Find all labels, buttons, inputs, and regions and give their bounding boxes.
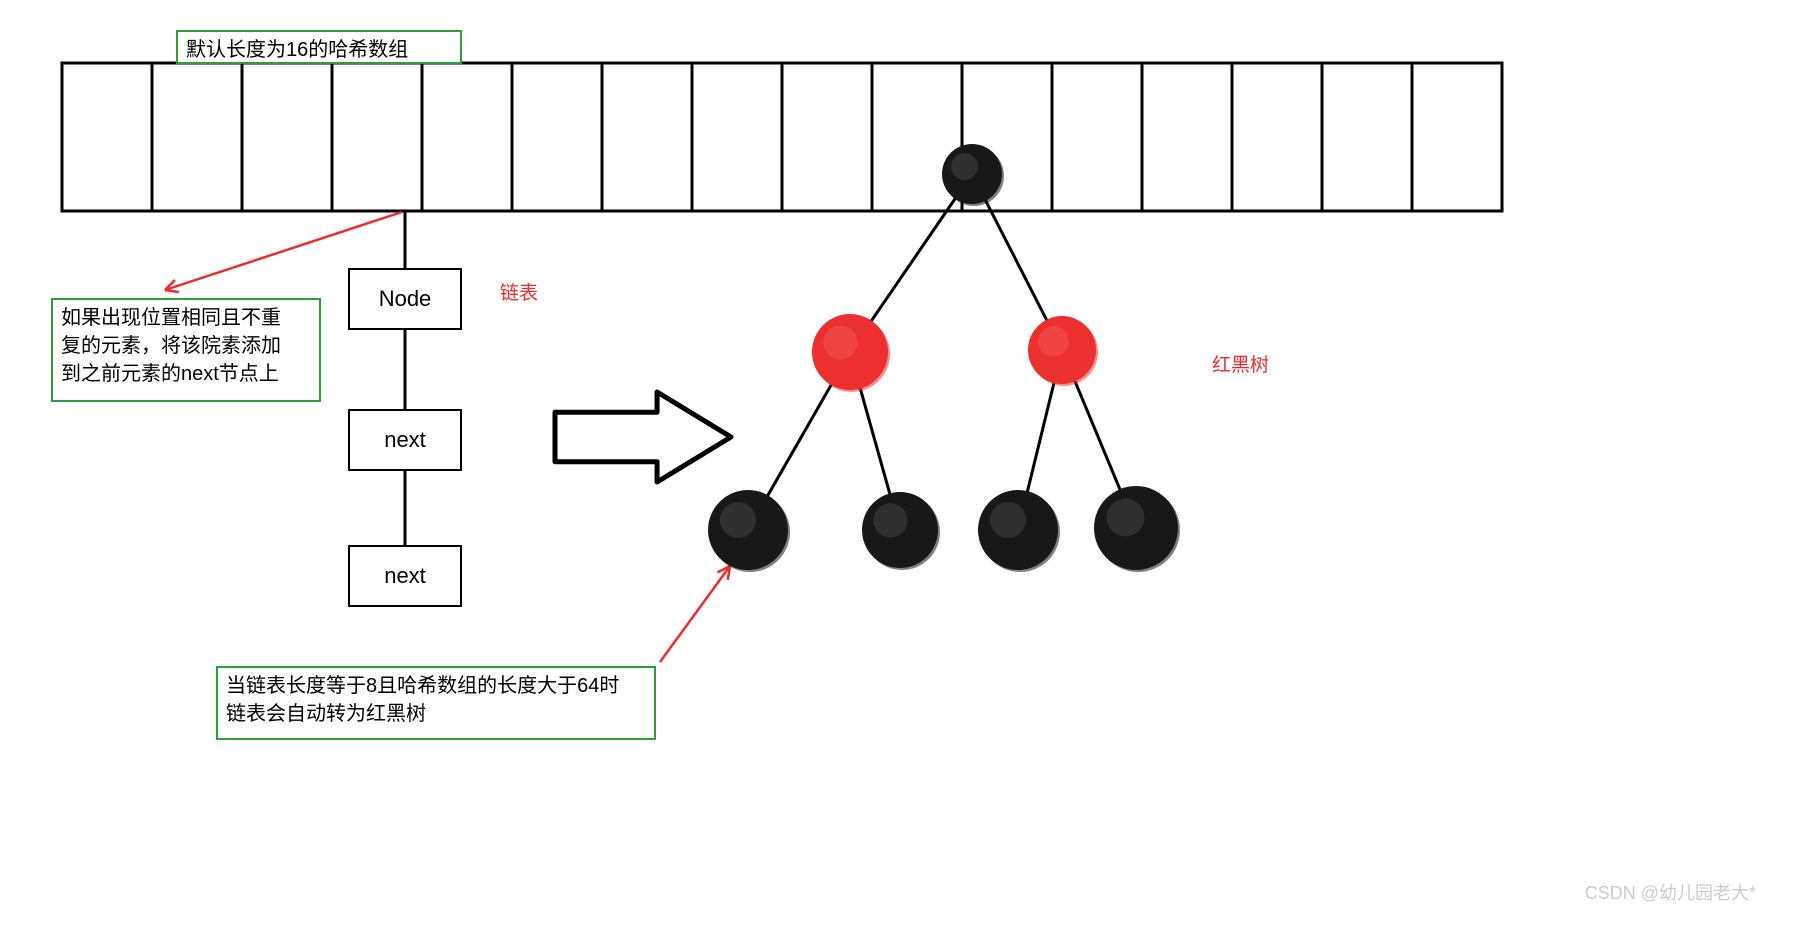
node-label: next (384, 563, 426, 589)
bottom-note-box: 当链表长度等于8且哈希数组的长度大于64时 链表会自动转为红黑树 (216, 666, 656, 740)
linked-list-node: next (348, 545, 462, 607)
node-label: next (384, 427, 426, 453)
title-box: 默认长度为16的哈希数组 (176, 30, 462, 64)
linked-list-node: Node (348, 268, 462, 330)
node-label: Node (379, 286, 432, 312)
left-note-line3: 到之前元素的next节点上 (61, 360, 311, 388)
bottom-note-line1: 当链表长度等于8且哈希数组的长度大于64时 (226, 672, 646, 700)
bottom-note-line2: 链表会自动转为红黑树 (226, 700, 646, 728)
watermark: CSDN @幼儿园老大* (1585, 879, 1756, 905)
left-note-line1: 如果出现位置相同且不重 (61, 304, 311, 332)
left-note-line2: 复的元素，将该院素添加 (61, 332, 311, 360)
linked-list-label: 链表 (500, 278, 538, 305)
diagram-svg (0, 0, 1796, 925)
left-note-box: 如果出现位置相同且不重 复的元素，将该院素添加 到之前元素的next节点上 (51, 298, 321, 402)
title-text: 默认长度为16的哈希数组 (186, 39, 408, 61)
linked-list-node: next (348, 409, 462, 471)
tree-label: 红黑树 (1212, 350, 1269, 377)
